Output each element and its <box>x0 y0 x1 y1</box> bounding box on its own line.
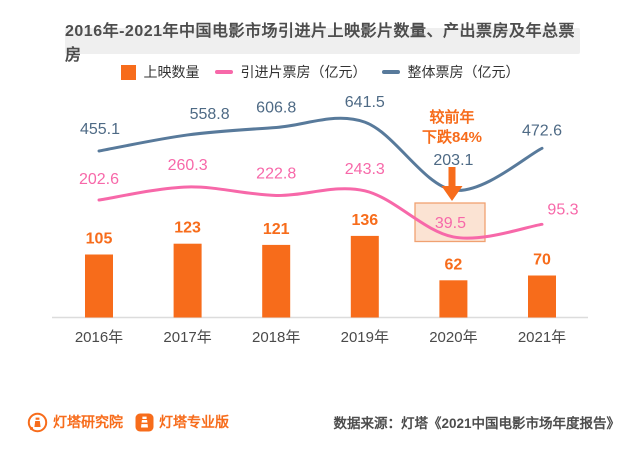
pink-line-swatch-icon <box>214 70 233 74</box>
total-boxoffice-value-label: 606.8 <box>256 99 296 116</box>
bar <box>173 243 202 318</box>
x-tick-label: 2021年 <box>518 329 566 346</box>
logo-dengta-pro: 灯塔专业版 <box>135 412 229 432</box>
total-boxoffice-value-label: 558.8 <box>190 106 230 123</box>
lighthouse-ring-icon <box>27 412 48 432</box>
total-boxoffice-value-label: 641.5 <box>345 94 385 111</box>
logo-text: 灯塔研究院 <box>53 414 123 430</box>
legend-label: 整体票房（亿元） <box>407 64 520 80</box>
bar <box>350 235 379 318</box>
chart-title-bar: 2016年-2021年中国电影市场引进片上映影片数量、产出票房及年总票房 <box>65 23 580 64</box>
import-boxoffice-value-label: 222.8 <box>256 165 296 182</box>
logo-dengta-research: 灯塔研究院 <box>27 412 123 433</box>
total-boxoffice-value-label: 455.1 <box>80 121 120 138</box>
bar <box>528 275 556 318</box>
bar <box>439 280 468 318</box>
x-tick-label: 2019年 <box>341 329 389 346</box>
x-tick-label: 2020年 <box>429 329 477 346</box>
footer-logos: 灯塔研究院 灯塔专业版 <box>27 412 229 433</box>
bar <box>262 244 291 318</box>
lighthouse-badge-icon <box>135 413 154 431</box>
total-boxoffice-line <box>97 116 544 192</box>
blue-line-swatch-icon <box>381 70 400 74</box>
drop-annotation: 较前年 下跌84% <box>392 108 512 148</box>
chart-title: 2016年-2021年中国电影市场引进片上映影片数量、产出票房及年总票房 <box>65 23 576 64</box>
x-tick-label: 2016年 <box>75 329 123 346</box>
import-boxoffice-value-label: 95.3 <box>547 201 578 218</box>
legend-label: 引进片票房（亿元） <box>240 64 367 80</box>
bar <box>85 254 113 318</box>
drop-annotation-line1: 较前年 <box>429 109 475 126</box>
legend-item-import-boxoffice: 引进片票房（亿元） <box>214 62 367 82</box>
legend-item-total-boxoffice: 整体票房（亿元） <box>381 62 520 82</box>
drop-annotation-line2: 下跌84% <box>421 129 483 146</box>
x-tick-label: 2018年 <box>252 329 300 346</box>
legend-item-bars: 上映数量 <box>120 62 200 82</box>
legend: 上映数量 引进片票房（亿元） 整体票房（亿元） <box>0 62 640 82</box>
bar-swatch-icon <box>120 64 136 80</box>
data-source: 数据来源：灯塔《2021中国电影市场年度报告》 <box>333 416 620 431</box>
import-boxoffice-line <box>97 185 544 240</box>
footer: 灯塔研究院 灯塔专业版 数据来源：灯塔《2021中国电影市场年度报告》 <box>0 405 640 439</box>
total-boxoffice-value-label: 203.1 <box>433 152 473 169</box>
bar-value-label: 70 <box>533 252 551 269</box>
bar-value-label: 62 <box>445 256 463 273</box>
bar-value-label: 136 <box>351 212 378 229</box>
import-boxoffice-value-label: 260.3 <box>168 157 208 174</box>
import-boxoffice-value-label: 39.5 <box>435 215 466 232</box>
total-boxoffice-value-label: 472.6 <box>522 122 562 139</box>
logo-text: 灯塔专业版 <box>159 414 229 430</box>
x-tick-label: 2017年 <box>163 329 211 346</box>
down-arrow-icon <box>441 167 463 201</box>
bar-value-label: 105 <box>86 231 113 248</box>
bar-value-label: 123 <box>174 220 201 237</box>
legend-label: 上映数量 <box>143 64 200 80</box>
import-boxoffice-value-label: 202.6 <box>79 171 119 188</box>
bar-value-label: 121 <box>263 221 290 238</box>
import-boxoffice-value-label: 243.3 <box>345 161 385 178</box>
